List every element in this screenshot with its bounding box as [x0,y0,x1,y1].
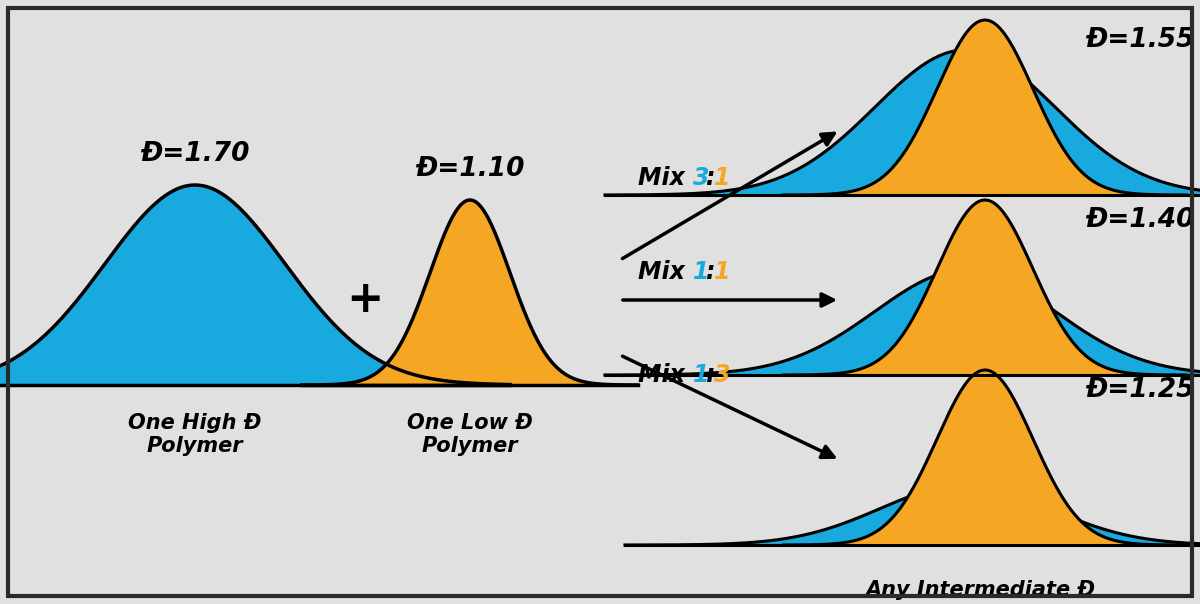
Text: Đ=1.10: Đ=1.10 [415,156,524,182]
Text: Đ=1.40: Đ=1.40 [1085,207,1194,233]
Text: 1: 1 [694,260,709,284]
Text: One High Đ
Polymer: One High Đ Polymer [128,413,262,456]
Text: 1: 1 [714,166,731,190]
Text: 3: 3 [694,166,709,190]
Text: One Low Đ
Polymer: One Low Đ Polymer [407,413,533,456]
Text: Mix: Mix [638,166,694,190]
Text: 1: 1 [714,260,731,284]
Text: Mix: Mix [638,363,694,387]
Text: +: + [347,278,384,321]
Text: Đ=1.25: Đ=1.25 [1085,377,1194,403]
Text: :: : [706,363,715,387]
Text: Any Intermediate Đ: Any Intermediate Đ [865,580,1096,600]
Text: Đ=1.55: Đ=1.55 [1085,27,1194,53]
Text: :: : [706,166,715,190]
Text: :: : [706,260,715,284]
Text: Đ=1.70: Đ=1.70 [140,141,250,167]
Text: Mix: Mix [638,260,694,284]
Text: 3: 3 [714,363,731,387]
Text: 1: 1 [694,363,709,387]
